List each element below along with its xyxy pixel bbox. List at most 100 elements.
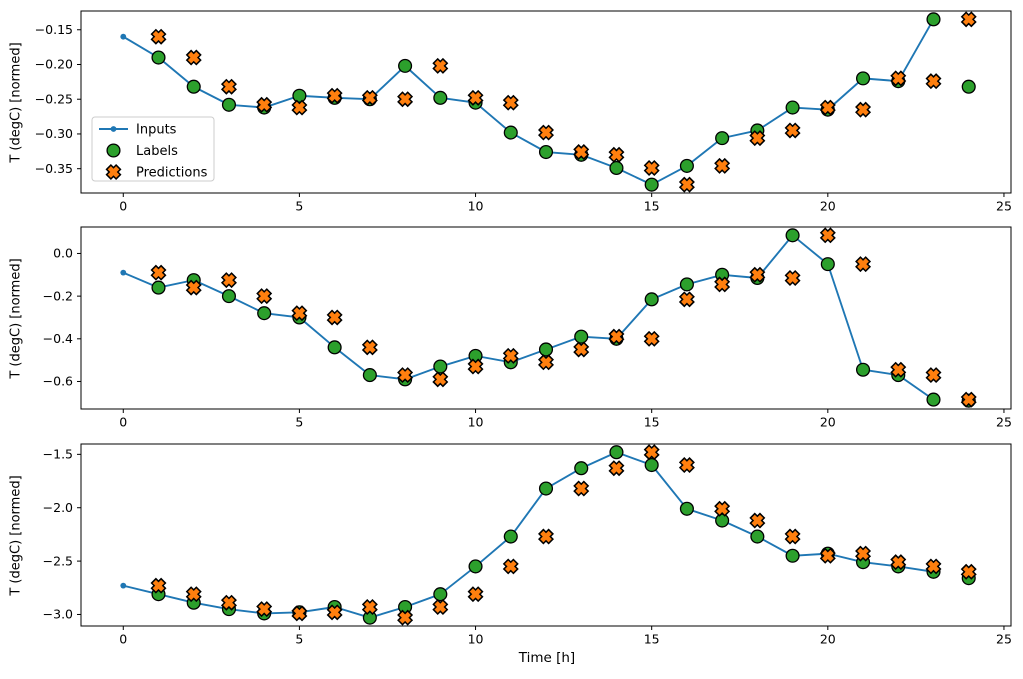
y-tick-label: −1.5: [43, 447, 73, 462]
label-point: [433, 90, 448, 105]
prediction-point: [927, 369, 940, 381]
plot-box: [80, 443, 1012, 627]
legend-inputs-dot: [110, 126, 117, 132]
prediction-point: [892, 556, 905, 568]
y-axis-label-middle: T (degC) [normed]: [8, 258, 24, 379]
prediction-point: [716, 502, 728, 515]
prediction-point: [399, 369, 411, 381]
y-tick-label: −0.2: [43, 288, 73, 303]
prediction-point: [645, 446, 658, 459]
label-point: [574, 461, 589, 476]
label-point: [151, 50, 166, 65]
legend-item-label: Inputs: [136, 123, 177, 138]
prediction-point: [751, 132, 764, 144]
label-point: [362, 610, 377, 625]
label-point: [468, 348, 483, 363]
label-point: [433, 359, 448, 374]
y-axis-label-bottom: T (degC) [normed]: [8, 475, 24, 596]
prediction-point: [962, 13, 975, 26]
x-tick-label: 5: [295, 632, 303, 647]
prediction-point: [187, 281, 200, 294]
x-tick-label: 15: [644, 415, 660, 430]
y-tick-label: −0.6: [43, 374, 73, 389]
x-tick-label: 0: [119, 199, 127, 214]
label-point: [644, 457, 659, 473]
prediction-point: [504, 350, 517, 362]
prediction-point: [540, 126, 552, 139]
prediction-point: [610, 462, 623, 475]
y-tick-label: −0.30: [35, 126, 73, 141]
subplot-2: 0 5 10 15 20 25 0.0 −0.2 −0.4 −0.6: [43, 226, 1012, 430]
prediction-point: [610, 148, 623, 161]
plot-box: [80, 226, 1012, 410]
label-point: [468, 559, 483, 574]
prediction-point: [293, 101, 306, 114]
label-point: [750, 529, 765, 544]
prediction-point: [751, 514, 764, 527]
prediction-point: [786, 124, 799, 137]
x-tick-label: 10: [468, 632, 484, 647]
prediction-point: [857, 103, 869, 116]
label-point: [926, 12, 941, 27]
prediction-point: [504, 96, 517, 109]
label-point: [679, 501, 694, 516]
x-tick-label: 10: [468, 199, 484, 214]
x-tick-label: 10: [468, 415, 484, 430]
label-point: [715, 131, 730, 146]
prediction-point: [681, 459, 693, 471]
prediction-point: [681, 293, 693, 306]
y-tick-label: −0.35: [35, 161, 73, 176]
label-point: [538, 144, 554, 160]
label-point: [398, 58, 413, 73]
legend-box: [91, 116, 215, 182]
y-tick-label: −2.0: [43, 500, 73, 515]
prediction-point: [152, 266, 165, 279]
label-point: [503, 125, 518, 140]
prediction-point: [786, 272, 799, 284]
label-point: [961, 79, 976, 94]
prediction-point: [504, 560, 517, 573]
prediction-point: [434, 601, 447, 613]
label-point: [820, 257, 835, 272]
label-point: [257, 306, 272, 321]
label-point: [855, 362, 871, 377]
prediction-point: [681, 178, 693, 191]
label-point: [398, 599, 413, 615]
prediction-point: [469, 588, 482, 601]
x-tick-label: 5: [295, 199, 303, 214]
prediction-point: [258, 290, 271, 302]
x-tick-label: 25: [996, 632, 1012, 647]
x-axis-label: Time [h]: [518, 650, 576, 666]
label-point: [609, 160, 624, 176]
y-tick-label: 0.0: [53, 246, 73, 261]
prediction-point: [821, 101, 834, 114]
y-tick-label: −0.25: [35, 91, 73, 106]
label-point: [362, 368, 377, 383]
label-point: [292, 88, 307, 103]
prediction-point: [223, 596, 235, 609]
prediction-point: [540, 530, 552, 543]
x-tick-label: 0: [119, 632, 127, 647]
prediction-point: [540, 356, 552, 369]
y-tick-label: −2.5: [43, 553, 73, 568]
legend-item-label: Labels: [136, 144, 178, 159]
label-point: [679, 277, 694, 292]
prediction-point: [575, 146, 588, 158]
prediction-point: [328, 311, 341, 324]
input-point: [120, 269, 127, 276]
label-point: [433, 587, 448, 602]
label-point: [785, 100, 800, 115]
prediction-point: [821, 549, 834, 562]
prediction-point: [328, 89, 341, 102]
prediction-point: [645, 162, 658, 174]
prediction-point: [293, 307, 306, 320]
prediction-point: [892, 363, 905, 376]
x-tick-label: 15: [644, 632, 660, 647]
subplot-1: 0 5 10 15 20 25 −0.15 −0.20 −0.25 −0.30 −0.35 Input…: [35, 10, 1012, 214]
legend-item-label: Predictions: [136, 166, 208, 181]
prediction-point: [892, 72, 905, 85]
x-tick-label: 25: [996, 415, 1012, 430]
label-point: [644, 177, 659, 192]
label-point: [538, 342, 554, 357]
